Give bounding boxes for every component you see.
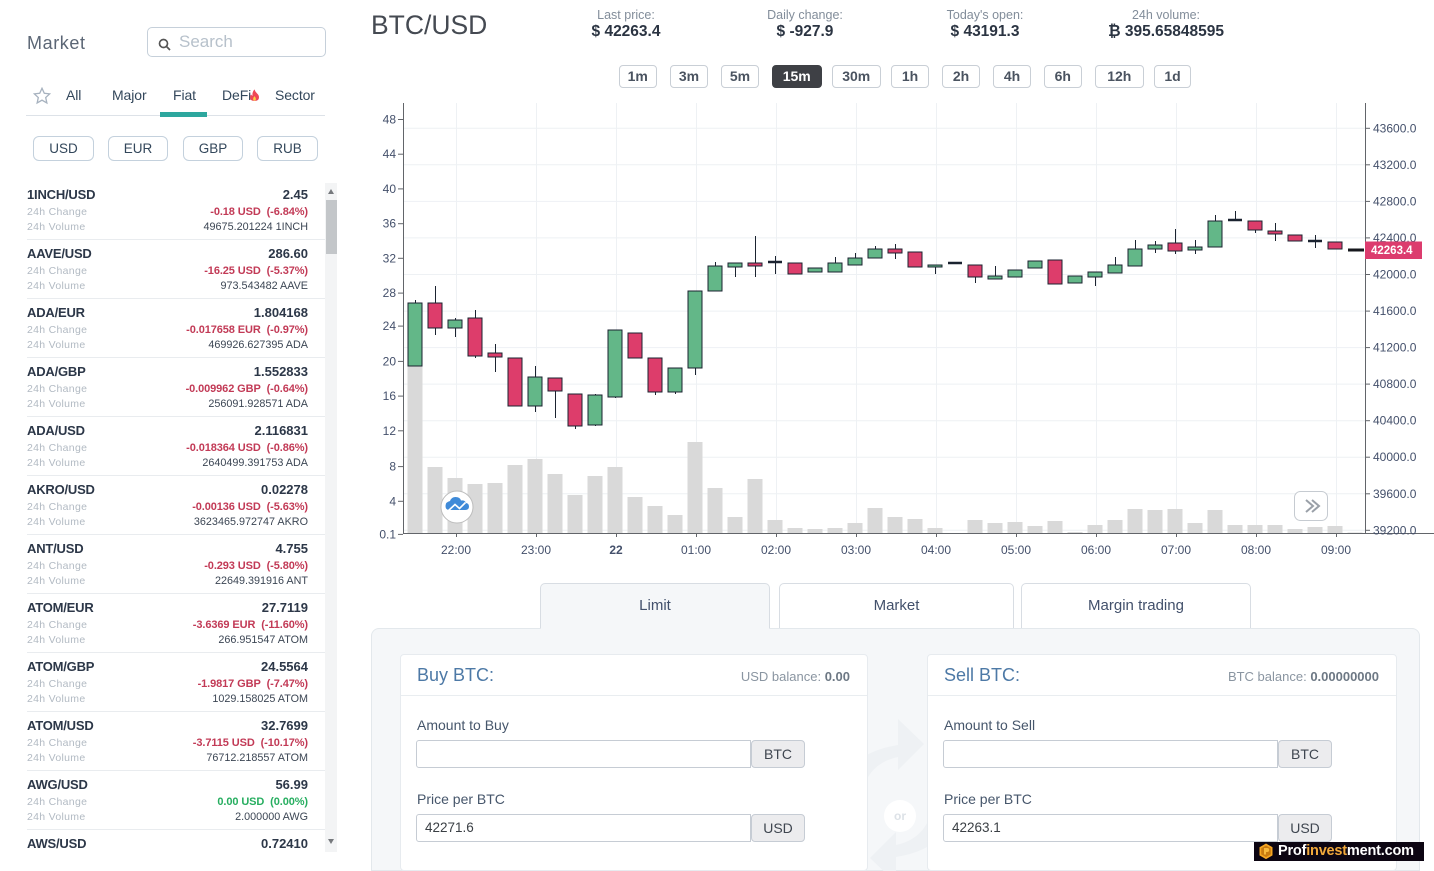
svg-text:02:00: 02:00 [761, 543, 791, 557]
svg-text:22:00: 22:00 [441, 543, 471, 557]
svg-text:40800.0: 40800.0 [1373, 377, 1417, 391]
svg-text:42000.0: 42000.0 [1373, 268, 1417, 282]
svg-text:09:00: 09:00 [1321, 543, 1351, 557]
svg-text:06:00: 06:00 [1081, 543, 1111, 557]
svg-text:12: 12 [383, 424, 397, 438]
svg-text:40000.0: 40000.0 [1373, 450, 1417, 464]
svg-text:41600.0: 41600.0 [1373, 304, 1417, 318]
svg-text:07:00: 07:00 [1161, 543, 1191, 557]
svg-text:43600.0: 43600.0 [1373, 121, 1417, 135]
svg-text:42263.4: 42263.4 [1371, 245, 1413, 257]
svg-text:01:00: 01:00 [681, 543, 711, 557]
svg-text:42800.0: 42800.0 [1373, 194, 1417, 208]
svg-text:40: 40 [383, 182, 397, 196]
svg-text:44: 44 [383, 147, 397, 161]
svg-text:03:00: 03:00 [841, 543, 871, 557]
svg-text:04:00: 04:00 [921, 543, 951, 557]
svg-text:23:00: 23:00 [521, 543, 551, 557]
svg-text:24: 24 [383, 319, 397, 333]
svg-text:39600.0: 39600.0 [1373, 487, 1417, 501]
svg-text:36: 36 [383, 217, 397, 231]
svg-text:22: 22 [609, 543, 623, 557]
svg-text:05:00: 05:00 [1001, 543, 1031, 557]
svg-text:48: 48 [383, 113, 397, 127]
svg-text:28: 28 [383, 286, 397, 300]
svg-text:8: 8 [389, 460, 396, 474]
svg-text:4: 4 [389, 494, 396, 508]
svg-text:40400.0: 40400.0 [1373, 414, 1417, 428]
svg-text:16: 16 [383, 389, 397, 403]
svg-text:39200.0: 39200.0 [1373, 523, 1417, 537]
svg-text:42400.0: 42400.0 [1373, 231, 1417, 245]
svg-text:20: 20 [383, 354, 397, 368]
svg-text:43200.0: 43200.0 [1373, 158, 1417, 172]
svg-text:08:00: 08:00 [1241, 543, 1271, 557]
svg-text:41200.0: 41200.0 [1373, 341, 1417, 355]
svg-text:0.1: 0.1 [379, 527, 396, 541]
svg-text:32: 32 [383, 251, 397, 265]
